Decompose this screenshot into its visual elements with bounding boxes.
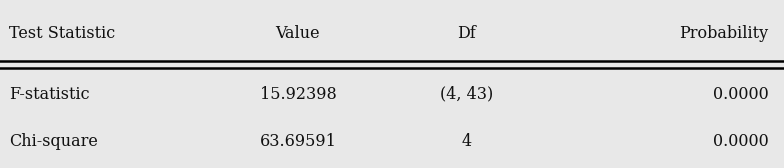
Text: Value: Value	[276, 25, 320, 42]
Text: F-statistic: F-statistic	[9, 86, 90, 103]
Text: Probability: Probability	[679, 25, 768, 42]
Text: 0.0000: 0.0000	[713, 86, 768, 103]
Text: Chi-square: Chi-square	[9, 133, 98, 150]
Text: 15.92398: 15.92398	[260, 86, 336, 103]
Text: Df: Df	[457, 25, 476, 42]
Text: 0.0000: 0.0000	[713, 133, 768, 150]
Text: Test Statistic: Test Statistic	[9, 25, 116, 42]
Text: 4: 4	[462, 133, 471, 150]
Text: (4, 43): (4, 43)	[440, 86, 493, 103]
Text: 63.69591: 63.69591	[260, 133, 336, 150]
